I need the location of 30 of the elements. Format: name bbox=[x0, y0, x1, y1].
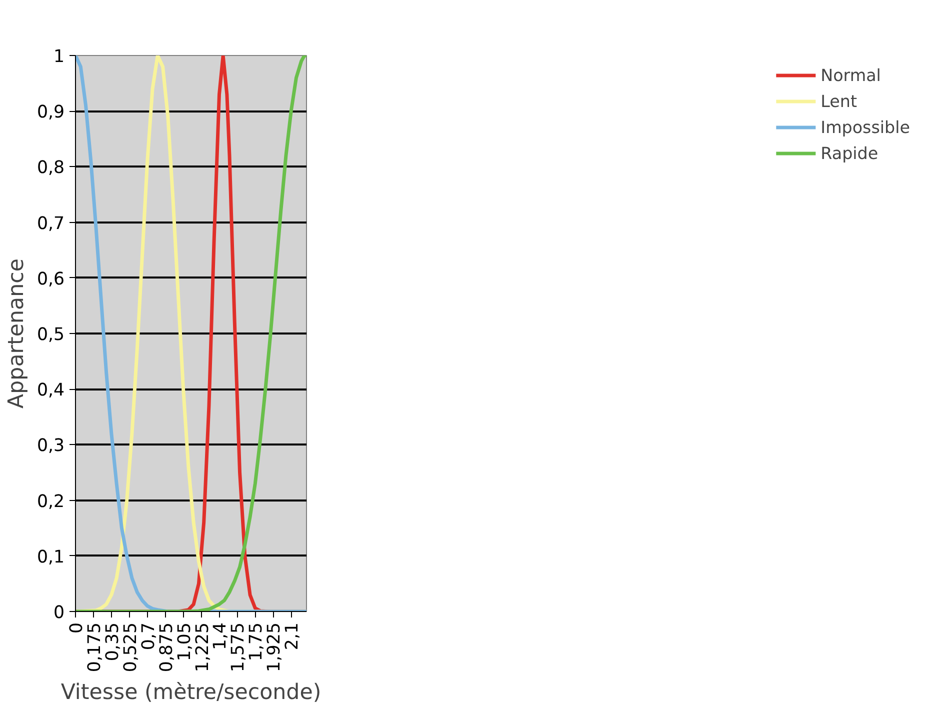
legend-label: Rapide bbox=[820, 144, 878, 162]
y-tick-label: 0,7 bbox=[36, 214, 65, 234]
x-tick-label: 1,4 bbox=[210, 622, 231, 650]
y-tick-label: 0,3 bbox=[36, 436, 65, 456]
y-tick-label: 0,1 bbox=[36, 547, 65, 568]
x-tick-label: 0,525 bbox=[120, 622, 141, 672]
x-tick-label: 1,75 bbox=[246, 622, 267, 662]
y-tick-label: 0,4 bbox=[36, 380, 65, 401]
x-tick-label: 0,175 bbox=[84, 622, 105, 672]
x-tick-label: 0,875 bbox=[156, 622, 177, 672]
x-tick-label: 0,35 bbox=[102, 622, 123, 662]
y-tick-label: 0,2 bbox=[36, 492, 65, 512]
y-axis-title: Appartenance bbox=[4, 258, 29, 408]
x-tick-label: 2,1 bbox=[282, 622, 303, 650]
y-tick-label: 0,9 bbox=[36, 102, 65, 123]
y-tick-label: 0,6 bbox=[36, 269, 65, 290]
legend-label: Lent bbox=[820, 92, 857, 110]
legend-label: Normal bbox=[820, 66, 881, 84]
x-axis-title: Vitesse (mètre/seconde) bbox=[60, 680, 322, 706]
x-tick-label: 1,925 bbox=[264, 622, 285, 672]
x-tick-label: 0,7 bbox=[138, 622, 159, 650]
x-tick-label: 1,225 bbox=[192, 622, 213, 672]
x-tick-label: 0 bbox=[67, 622, 87, 634]
legend-label: Impossible bbox=[820, 118, 910, 136]
x-tick-label: 1,05 bbox=[174, 622, 195, 662]
y-tick-label: 1 bbox=[53, 47, 65, 67]
x-tick-label: 1,575 bbox=[228, 622, 249, 672]
y-tick-label: 0 bbox=[53, 603, 65, 623]
y-tick-label: 0,8 bbox=[36, 158, 65, 178]
y-tick-label: 0,5 bbox=[36, 325, 65, 345]
